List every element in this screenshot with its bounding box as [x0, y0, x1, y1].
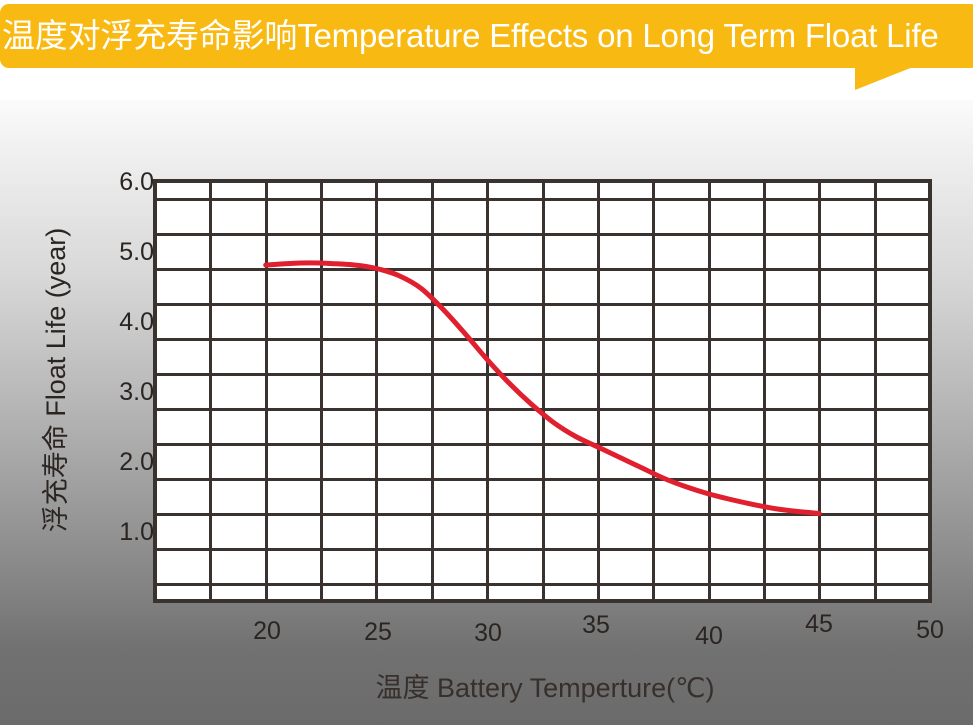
x-tick-label-45: 45 [805, 610, 833, 638]
y-tick-label-2: 2.0 [119, 448, 154, 476]
y-tick-label-4: 4.0 [119, 308, 154, 336]
y-tick-label-3: 3.0 [119, 378, 154, 406]
y-tick-label-5: 5.0 [119, 238, 154, 266]
title-banner-tail-icon [855, 67, 913, 90]
title-banner [0, 4, 973, 68]
vertical-gridlines [209, 181, 877, 601]
x-axis-title: 温度 Battery Temperture(℃) [375, 673, 715, 703]
x-tick-label-30: 30 [474, 619, 502, 647]
y-tick-label-6: 6.0 [119, 168, 154, 196]
plot-border [153, 179, 932, 603]
x-tick-label-50: 50 [916, 616, 944, 644]
x-tick-label-35: 35 [582, 611, 610, 639]
x-tick-label-40: 40 [695, 622, 723, 650]
float-life-curve [263, 260, 822, 516]
page-title: 温度对浮充寿命影响Temperature Effects on Long Ter… [2, 17, 939, 54]
y-tick-label-1: 1.0 [119, 518, 154, 546]
x-tick-label-25: 25 [364, 618, 392, 646]
x-tick-label-20: 20 [253, 617, 281, 645]
